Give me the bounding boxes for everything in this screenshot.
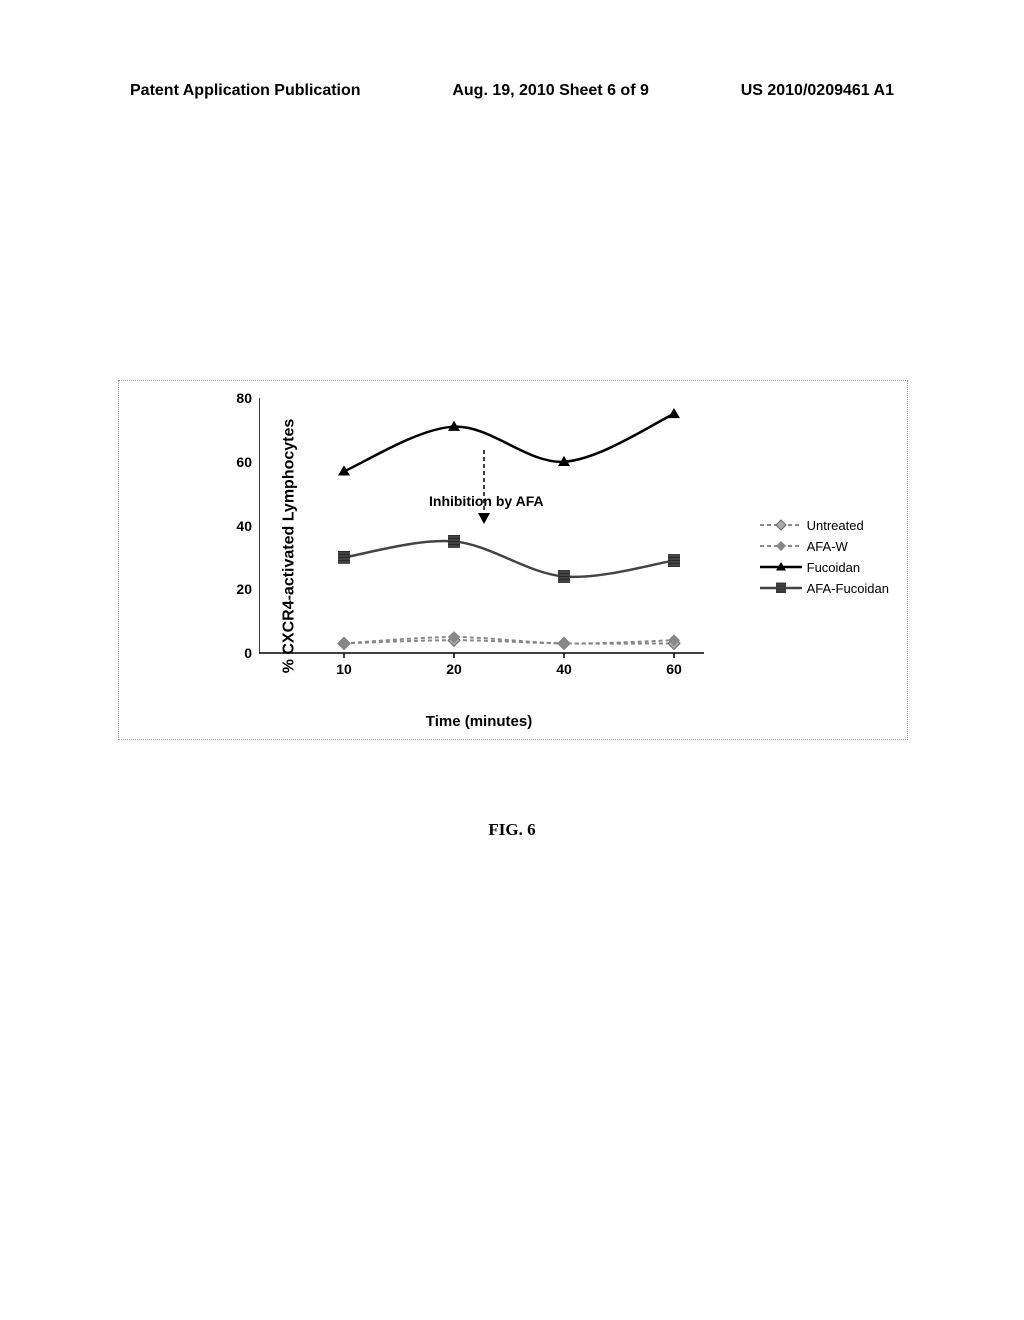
x-tick-label: 60 <box>659 661 689 677</box>
header-left: Patent Application Publication <box>130 82 361 100</box>
y-tick-label: 0 <box>222 645 252 661</box>
legend-label: Untreated <box>807 518 864 533</box>
x-tick-label: 10 <box>329 661 359 677</box>
page-header: Patent Application Publication Aug. 19, … <box>0 82 1024 100</box>
x-tick-label: 20 <box>439 661 469 677</box>
legend-item: Fucoidan <box>760 558 889 576</box>
legend-label: Fucoidan <box>807 560 860 575</box>
plot-area <box>259 398 704 653</box>
legend-label: AFA-W <box>807 539 848 554</box>
header-right: US 2010/0209461 A1 <box>741 82 894 100</box>
y-tick-label: 40 <box>222 518 252 534</box>
legend-label: AFA-Fucoidan <box>807 581 889 596</box>
annotation-label: Inhibition by AFA <box>429 493 544 509</box>
y-tick-label: 60 <box>222 454 252 470</box>
legend-item: AFA-Fucoidan <box>760 579 889 597</box>
y-tick-label: 20 <box>222 581 252 597</box>
legend-item: Untreated <box>760 516 889 534</box>
x-axis-label: Time (minutes) <box>426 713 532 730</box>
chart-inner: % CXCR4-activated Lymphocytes Time (minu… <box>204 398 704 693</box>
figure-label: FIG. 6 <box>488 820 535 840</box>
header-center: Aug. 19, 2010 Sheet 6 of 9 <box>452 82 649 100</box>
chart-svg <box>259 398 704 678</box>
x-tick-label: 40 <box>549 661 579 677</box>
chart-container: % CXCR4-activated Lymphocytes Time (minu… <box>118 380 908 740</box>
legend: Untreated AFA-W Fucoidan AFA-Fucoidan <box>760 516 889 600</box>
y-tick-label: 80 <box>222 390 252 406</box>
legend-item: AFA-W <box>760 537 889 555</box>
